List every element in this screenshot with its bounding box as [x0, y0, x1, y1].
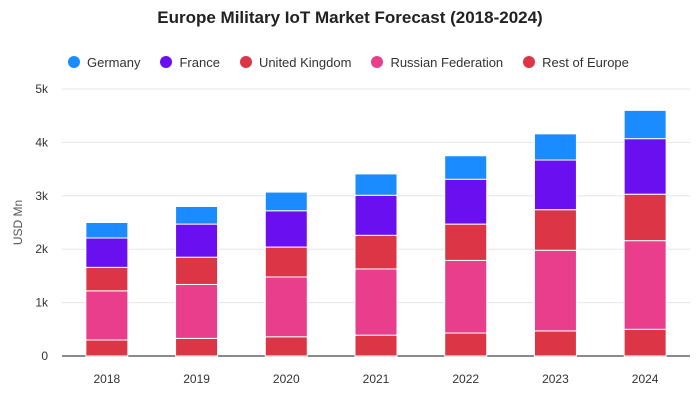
x-tick-label: 2019 [183, 372, 210, 386]
bar-rest-of-europe-2021[interactable] [354, 334, 398, 357]
bar-rest-of-europe-2024[interactable] [623, 328, 667, 357]
bar-germany-2019[interactable] [175, 205, 219, 225]
legend-item-germany[interactable]: Germany [68, 55, 140, 70]
legend-label-france: France [179, 54, 220, 70]
legend-item-united-kingdom[interactable]: United Kingdom [239, 54, 352, 70]
bar-russian-federation-2021[interactable] [354, 268, 398, 336]
y-tick-label: 4k [35, 135, 49, 149]
legend-label-russian-federation: Russian Federation [390, 54, 504, 70]
bar-united-kingdom-2018[interactable] [85, 266, 129, 292]
legend-item-russian-federation[interactable]: Russian Federation [371, 55, 503, 70]
bar-russian-federation-2018[interactable] [85, 290, 129, 341]
legend-swatch-russian-federation [371, 56, 384, 68]
bar-germany-2020[interactable] [264, 191, 308, 212]
bar-france-2021[interactable] [354, 194, 398, 236]
legend-swatch-germany [68, 56, 80, 68]
legend-label-germany: Germany [87, 54, 141, 70]
bar-russian-federation-2020[interactable] [264, 276, 308, 338]
legend-label-united-kingdom: United Kingdom [258, 54, 352, 70]
bar-germany-2022[interactable] [444, 155, 488, 180]
bar-france-2020[interactable] [264, 210, 308, 248]
bar-russian-federation-2019[interactable] [175, 283, 219, 339]
bar-rest-of-europe-2022[interactable] [444, 332, 488, 357]
chart-title: Europe Military IoT Market Forecast (201… [157, 8, 543, 27]
legend: Germany France United Kingdom Russian Fe… [68, 52, 649, 72]
x-tick-label: 2021 [363, 372, 390, 386]
x-tick-label: 2022 [452, 372, 479, 386]
legend-swatch-france [160, 56, 173, 68]
bar-united-kingdom-2023[interactable] [533, 209, 577, 251]
bar-russian-federation-2023[interactable] [533, 249, 577, 332]
bar-united-kingdom-2020[interactable] [264, 246, 308, 278]
bar-france-2019[interactable] [175, 223, 219, 258]
y-tick-label: 2k [35, 242, 49, 256]
bar-germany-2023[interactable] [533, 133, 577, 161]
bar-rest-of-europe-2019[interactable] [175, 337, 219, 357]
bar-russian-federation-2022[interactable] [444, 259, 488, 334]
x-tick-label: 2024 [632, 372, 659, 386]
x-tick-label: 2020 [273, 372, 300, 386]
bar-united-kingdom-2022[interactable] [444, 223, 488, 261]
bar-united-kingdom-2024[interactable] [623, 193, 667, 242]
x-tick-label: 2023 [542, 372, 569, 386]
y-tick-label: 1k [35, 296, 49, 310]
x-axis-ticks: 2018 2019 2020 2021 2022 2023 2024 [94, 372, 659, 386]
bar-france-2022[interactable] [444, 178, 488, 225]
legend-swatch-united-kingdom [239, 56, 252, 68]
legend-swatch-rest-of-europe [523, 56, 536, 68]
x-tick-label: 2018 [94, 372, 121, 386]
bar-rest-of-europe-2023[interactable] [533, 330, 577, 357]
y-tick-label: 3k [35, 189, 49, 203]
legend-label-rest-of-europe: Rest of Europe [542, 54, 629, 70]
y-axis-label: USD Mn [11, 200, 25, 245]
bar-france-2018[interactable] [85, 237, 129, 268]
bar-russian-federation-2024[interactable] [623, 240, 667, 330]
bar-rest-of-europe-2018[interactable] [85, 339, 129, 357]
y-tick-label: 5k [35, 82, 49, 96]
y-tick-label: 0 [41, 349, 48, 363]
bar-germany-2024[interactable] [623, 109, 667, 140]
bar-united-kingdom-2019[interactable] [175, 256, 219, 285]
bars [85, 109, 667, 357]
bar-rest-of-europe-2020[interactable] [264, 336, 308, 357]
bar-france-2023[interactable] [533, 159, 577, 211]
legend-item-rest-of-europe[interactable]: Rest of Europe [523, 55, 629, 70]
bar-france-2024[interactable] [623, 138, 667, 195]
bar-germany-2021[interactable] [354, 173, 398, 196]
bar-germany-2018[interactable] [85, 222, 129, 239]
y-axis-ticks: 0 1k 2k 3k 4k 5k [35, 82, 49, 363]
bar-united-kingdom-2021[interactable] [354, 234, 398, 270]
legend-item-france[interactable]: France [160, 54, 220, 70]
